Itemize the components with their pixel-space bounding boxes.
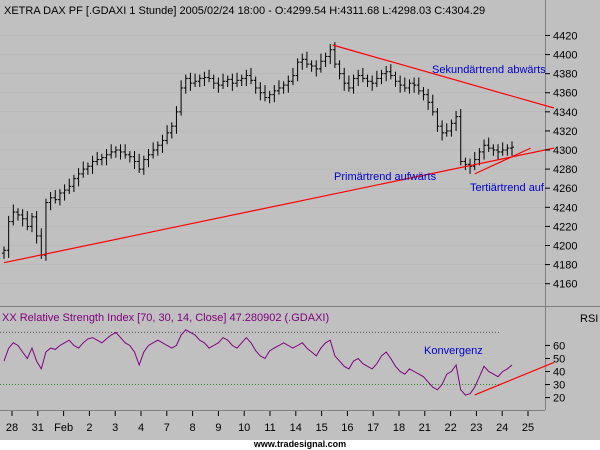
trendline-tertiary <box>474 147 531 175</box>
price-trendlines <box>3 44 555 264</box>
price-y-tick-label: 4340 <box>553 107 577 119</box>
x-tick-label: 8 <box>190 422 196 434</box>
x-axis: 28 31 Feb 2 3 4 7 8 9 10 11 14 15 16 17 18 21 22 23 24 25 <box>6 411 534 434</box>
price-chart-title: XETRA DAX PF [.GDAXI 1 Stunde] 2005/02/2… <box>4 5 485 17</box>
rsi-level-lines <box>0 331 500 386</box>
rsi-y-tick-label: 20 <box>553 393 565 405</box>
rsi-y-tick-label: 60 <box>553 340 565 352</box>
price-y-tick-label: 4180 <box>553 260 577 272</box>
x-tick-label: 4 <box>138 422 144 434</box>
annotation-tertiary-trend: Tertiärtrend auf <box>470 182 545 194</box>
x-tick-label: Feb <box>54 422 73 434</box>
price-y-tick-label: 4300 <box>553 145 577 157</box>
rsi-panel-background <box>0 308 545 410</box>
x-tick-label: 9 <box>215 422 221 434</box>
x-tick-label: 10 <box>238 422 250 434</box>
rsi-y-tick-label: 30 <box>553 380 565 392</box>
price-bars <box>2 42 514 261</box>
trendline-primary <box>3 147 555 264</box>
rsi-axis-label: RSI <box>580 313 598 325</box>
price-y-tick-label: 4220 <box>553 221 577 233</box>
trendline-secondary <box>332 44 555 109</box>
x-tick-label: 2 <box>86 422 92 434</box>
rsi-title: XX Relative Strength Index [70, 30, 14, … <box>2 312 329 324</box>
x-tick-label: 14 <box>290 422 302 434</box>
price-y-tick-label: 4160 <box>553 279 577 291</box>
x-tick-label: 24 <box>496 422 508 434</box>
price-y-tick-label: 4420 <box>553 30 577 42</box>
x-tick-label: 18 <box>393 422 405 434</box>
x-tick-label: 16 <box>341 422 353 434</box>
price-y-axis: 4160 4180 4200 4220 4240 4260 4280 4300 4320 4340… <box>545 30 577 291</box>
x-tick-label: 23 <box>470 422 482 434</box>
x-axis-background <box>0 410 600 440</box>
footer-source: www.tradesignal.com <box>253 439 346 449</box>
x-tick-label: 25 <box>522 422 534 434</box>
annotation-convergence: Konvergenz <box>424 345 483 357</box>
price-y-tick-label: 4240 <box>553 202 577 214</box>
price-y-tick-label: 4400 <box>553 50 577 62</box>
price-panel-background <box>0 0 545 305</box>
annotation-primary-trend: Primärtrend aufwärts <box>334 171 437 183</box>
price-y-tick-label: 4200 <box>553 240 577 252</box>
rsi-line <box>3 329 513 396</box>
rsi-y-tick-label: 40 <box>553 367 565 379</box>
x-tick-label: 21 <box>419 422 431 434</box>
x-tick-label: 31 <box>32 422 44 434</box>
x-tick-label: 17 <box>367 422 379 434</box>
x-tick-label: 15 <box>315 422 327 434</box>
rsi-convergence-line <box>474 361 555 396</box>
x-tick-label: 7 <box>164 422 170 434</box>
price-y-tick-label: 4320 <box>553 126 577 138</box>
price-y-tick-label: 4360 <box>553 88 577 100</box>
price-axis-background <box>545 0 600 305</box>
price-y-tick-label: 4260 <box>553 183 577 195</box>
x-tick-label: 28 <box>6 422 18 434</box>
rsi-axis-background <box>545 308 600 410</box>
x-tick-label: 22 <box>444 422 456 434</box>
rsi-y-tick-label: 50 <box>553 353 565 365</box>
annotation-secondary-trend: Sekundärtrend abwärts <box>432 64 546 76</box>
price-y-tick-label: 4280 <box>553 164 577 176</box>
x-tick-label: 3 <box>112 422 118 434</box>
x-tick-label: 11 <box>264 422 275 434</box>
price-y-tick-label: 4380 <box>553 69 577 81</box>
